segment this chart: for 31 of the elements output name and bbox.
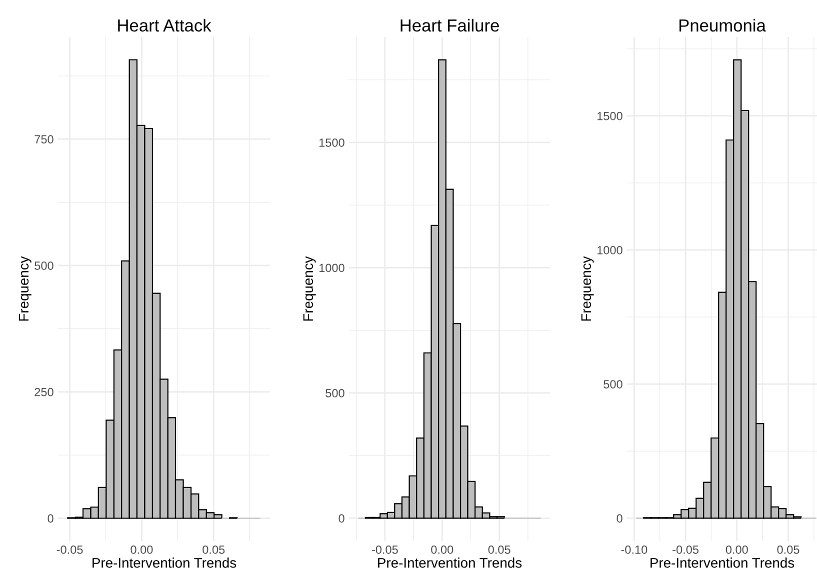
y-axis-title: Frequency bbox=[303, 256, 316, 321]
x-axis-title: Pre-Intervention Trends bbox=[92, 558, 236, 568]
x-tick-label: -0.10 bbox=[621, 545, 648, 554]
x-tick-label: -0.05 bbox=[672, 545, 698, 554]
y-tick-label: 500 bbox=[326, 388, 344, 398]
y-tick-label: 1500 bbox=[597, 112, 622, 120]
y-tick-label: 1000 bbox=[319, 264, 344, 272]
x-tick-label: 0.00 bbox=[431, 545, 454, 554]
y-tick-label: 250 bbox=[34, 388, 54, 396]
y-tick-label: 1500 bbox=[319, 138, 344, 147]
chart-title: Heart Attack bbox=[118, 18, 212, 32]
y-tick-label: 500 bbox=[604, 380, 622, 388]
y-tick-label: 750 bbox=[34, 135, 54, 144]
x-axis-title: Pre-Intervention Trends bbox=[650, 558, 794, 568]
x-tick-label: -0.05 bbox=[56, 545, 83, 554]
x-tick-label: 0.00 bbox=[130, 545, 153, 554]
chart-title: Heart Failure bbox=[400, 18, 499, 32]
chart-title: Pneumonia bbox=[680, 18, 766, 32]
y-tick-label: 1000 bbox=[597, 246, 622, 254]
x-tick-label: 0.05 bbox=[777, 545, 800, 554]
y-tick-label: 0 bbox=[338, 514, 344, 523]
x-tick-label: 0.05 bbox=[202, 545, 225, 554]
y-tick-label: 0 bbox=[616, 514, 622, 523]
y-axis-title: Frequency bbox=[18, 256, 32, 321]
x-tick-label: 0.00 bbox=[726, 545, 748, 554]
y-axis-title: Frequency bbox=[581, 256, 594, 321]
x-tick-label: -0.05 bbox=[372, 545, 398, 554]
x-tick-label: 0.05 bbox=[488, 545, 510, 554]
y-tick-label: 500 bbox=[34, 262, 54, 270]
y-tick-label: 0 bbox=[48, 514, 54, 523]
x-axis-title: Pre-Intervention Trends bbox=[378, 558, 522, 568]
